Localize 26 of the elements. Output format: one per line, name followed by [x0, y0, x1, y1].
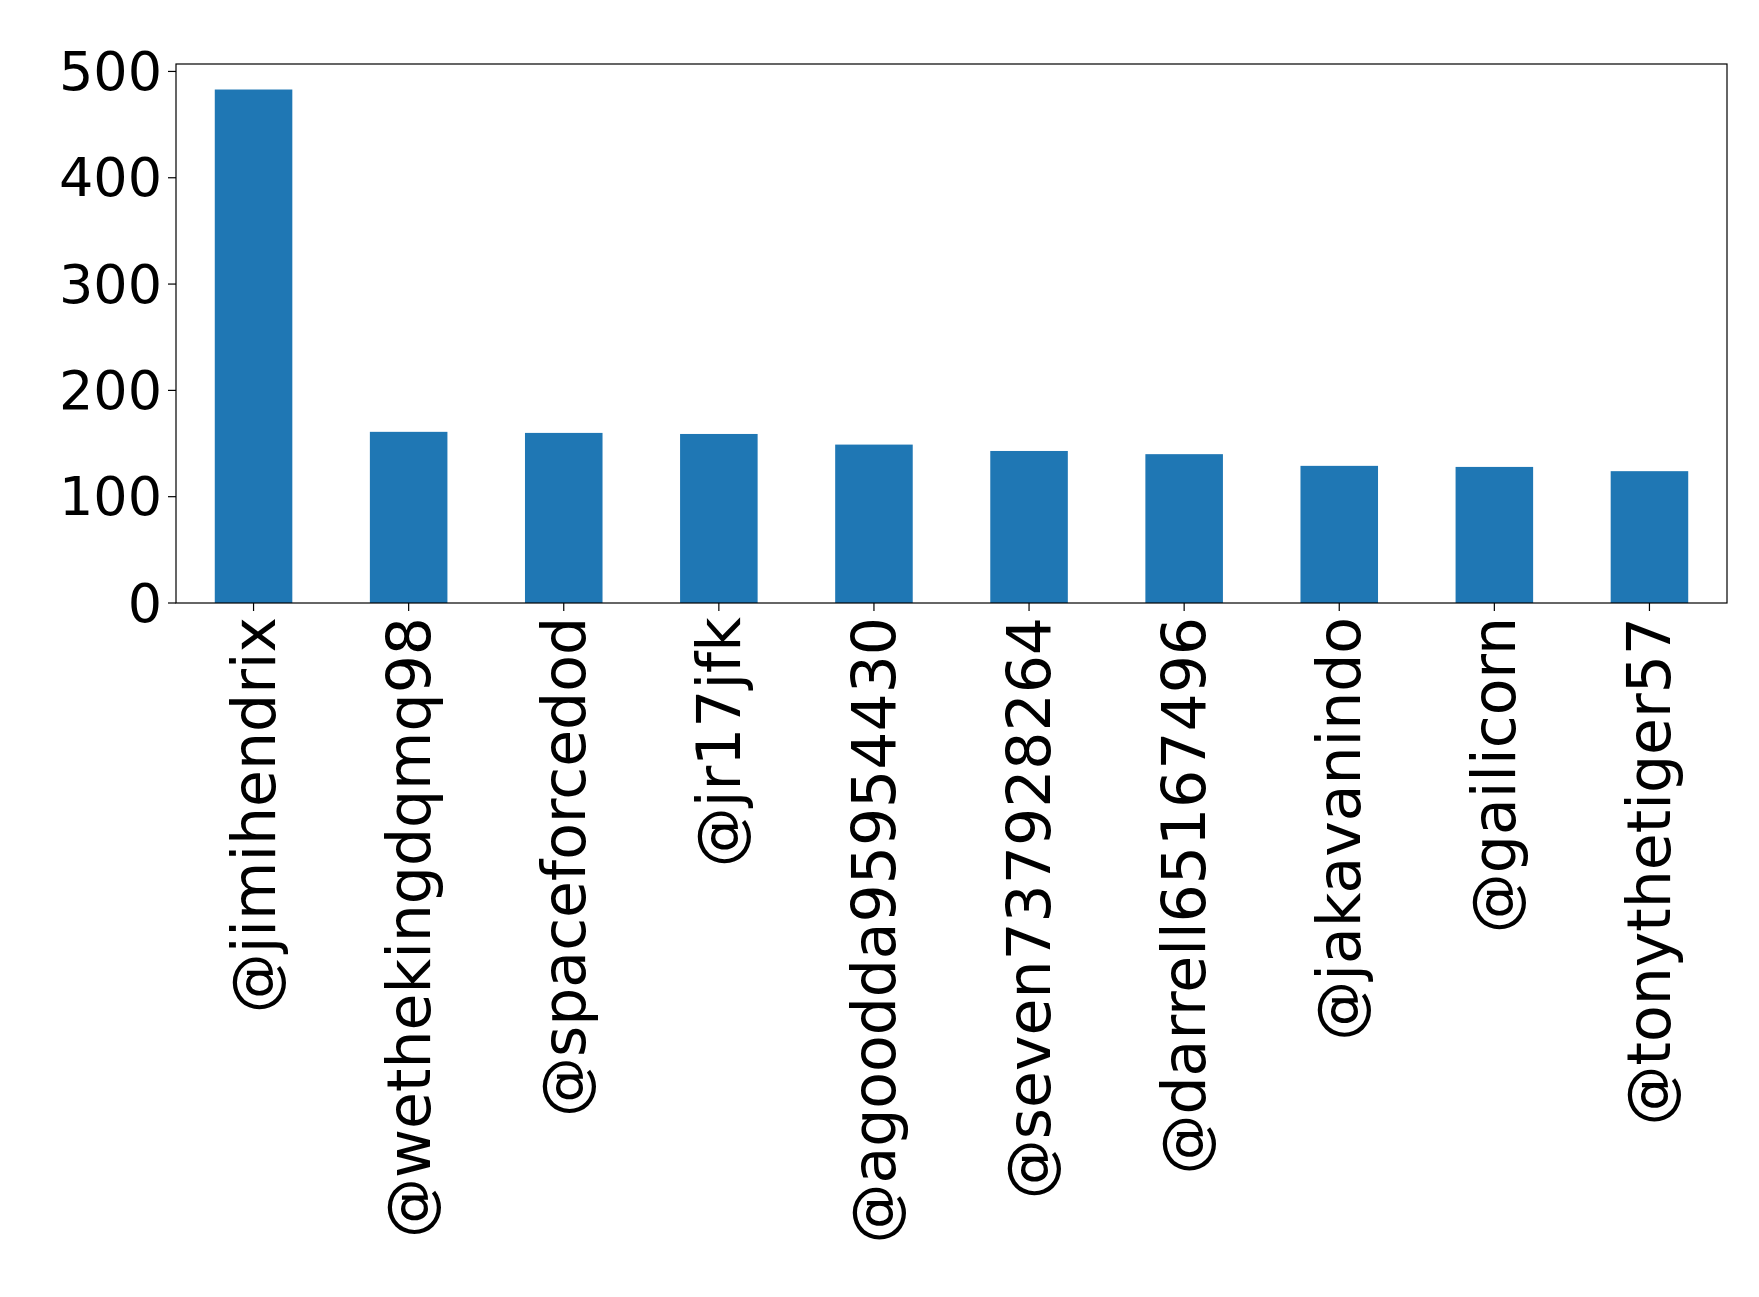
- bar: [369, 431, 448, 603]
- bar: [524, 432, 603, 603]
- bar: [990, 450, 1068, 603]
- x-tick-label: @jr17jfk: [683, 616, 754, 868]
- bar: [680, 433, 758, 603]
- x-tick-label: @jimihendrix: [218, 617, 289, 1014]
- bar: [1300, 465, 1379, 603]
- x-tick-label: @gailicorn: [1459, 617, 1530, 934]
- x-tick-label: @wethekingdqmq98: [373, 617, 444, 1239]
- x-tick-label: @tonythetiger57: [1614, 617, 1685, 1126]
- x-tick-label: @seven737928264: [994, 617, 1065, 1200]
- bar: [214, 89, 293, 603]
- bar: [1145, 454, 1223, 603]
- y-tick-label: 300: [58, 252, 162, 316]
- bar: [835, 444, 913, 603]
- bar: [1455, 466, 1534, 603]
- y-tick-label: 400: [58, 146, 162, 210]
- x-tick-label: @spaceforcedod: [528, 617, 599, 1117]
- y-tick-label: 100: [58, 465, 162, 529]
- y-tick-label: 200: [58, 358, 162, 422]
- y-tick-label: 500: [58, 39, 162, 103]
- x-tick-label: @darrell65167496: [1149, 617, 1220, 1175]
- x-tick-label: @jakavanindo: [1304, 617, 1375, 1041]
- x-tick-label: @agoodda95954430: [838, 617, 909, 1244]
- y-tick-label: 0: [127, 571, 162, 635]
- bar: [1610, 471, 1689, 603]
